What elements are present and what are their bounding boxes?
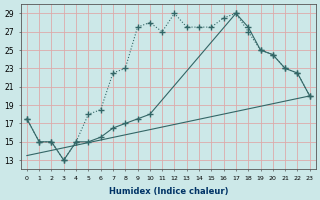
X-axis label: Humidex (Indice chaleur): Humidex (Indice chaleur) — [108, 187, 228, 196]
